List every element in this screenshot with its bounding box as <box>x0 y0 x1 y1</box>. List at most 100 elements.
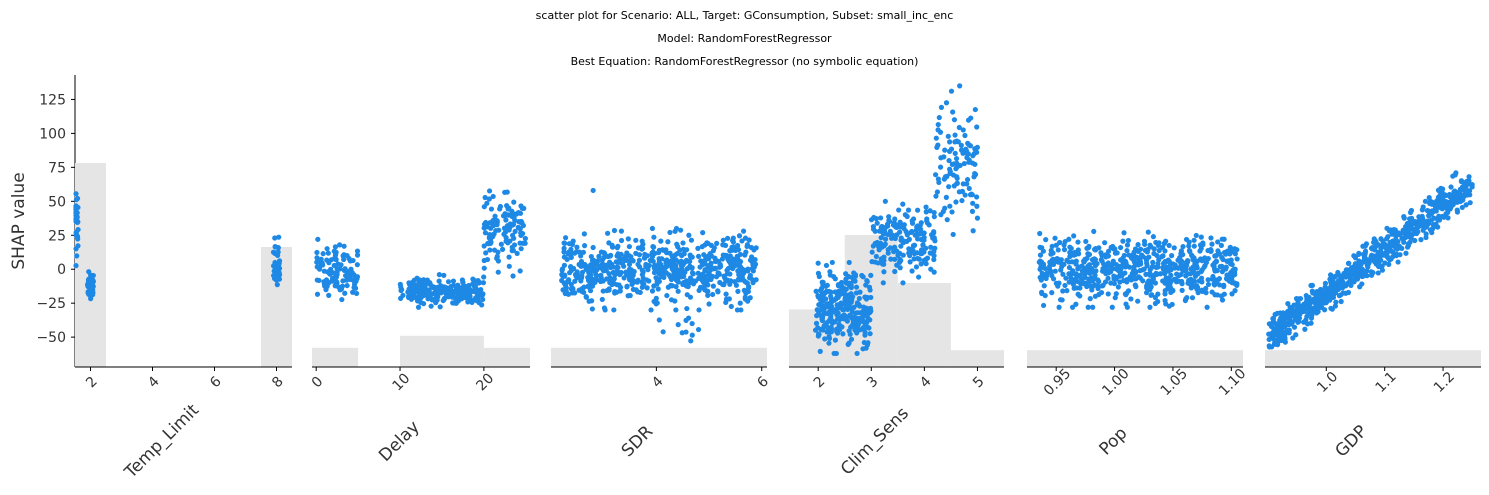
data-point <box>1332 285 1338 291</box>
data-point <box>417 282 423 288</box>
data-point <box>897 219 903 225</box>
data-point <box>842 295 848 301</box>
data-point <box>659 247 666 253</box>
data-point <box>695 253 702 259</box>
data-point <box>1435 224 1441 230</box>
data-point <box>1446 191 1453 198</box>
data-point <box>747 275 753 281</box>
data-point <box>1218 293 1225 299</box>
data-point <box>605 230 611 236</box>
data-point <box>316 277 322 284</box>
data-point <box>1305 296 1312 303</box>
data-point <box>641 281 647 287</box>
data-point <box>633 250 639 256</box>
data-point <box>1180 243 1186 250</box>
data-point <box>1227 274 1233 280</box>
data-point <box>651 234 657 240</box>
data-point <box>1145 229 1151 235</box>
data-point <box>1060 288 1066 294</box>
data-point <box>964 176 971 183</box>
data-point <box>673 263 679 269</box>
data-point <box>1124 279 1130 285</box>
data-point <box>1068 275 1074 281</box>
data-point <box>429 297 435 303</box>
data-point <box>1401 213 1407 220</box>
data-point <box>1313 301 1320 307</box>
data-point <box>644 285 650 291</box>
data-point <box>629 281 635 287</box>
data-point <box>446 294 452 300</box>
data-point <box>314 249 320 256</box>
data-point <box>633 237 639 243</box>
data-point <box>520 230 526 237</box>
data-point <box>702 267 708 273</box>
data-point <box>635 289 641 295</box>
data-point <box>654 300 660 306</box>
data-point <box>1163 238 1169 244</box>
data-point <box>1156 257 1162 263</box>
data-point <box>1050 261 1057 268</box>
data-point <box>682 279 688 285</box>
data-point <box>578 278 584 284</box>
x-axis-title: Delay <box>375 417 424 466</box>
data-point <box>351 281 358 287</box>
data-point <box>874 220 880 226</box>
data-point <box>561 240 567 246</box>
data-point <box>612 289 618 295</box>
data-point <box>630 258 636 264</box>
data-point <box>1380 238 1386 244</box>
data-point <box>470 276 476 282</box>
data-point <box>614 253 620 259</box>
data-point <box>518 246 524 252</box>
data-point <box>1397 252 1403 258</box>
data-point <box>933 135 939 141</box>
data-point <box>972 106 978 113</box>
data-point <box>916 274 922 280</box>
x-tick-label: 1.0 <box>1314 369 1341 396</box>
data-point <box>895 252 901 258</box>
data-point <box>346 255 352 262</box>
data-point <box>515 224 521 230</box>
data-point <box>869 249 875 255</box>
data-point <box>854 350 860 357</box>
data-point <box>326 270 333 276</box>
histogram-bar <box>897 283 951 367</box>
data-point <box>73 191 79 197</box>
panel-delay: 0 10 20 Delay <box>309 188 530 466</box>
data-point <box>1085 251 1091 257</box>
x-tick-label: 5 <box>970 374 988 392</box>
data-point <box>932 245 938 251</box>
data-point <box>1394 246 1401 252</box>
data-point <box>1115 284 1121 290</box>
data-point <box>466 296 472 303</box>
data-point <box>1075 239 1081 245</box>
data-point <box>644 277 650 283</box>
data-point <box>974 144 980 150</box>
data-point <box>626 243 632 250</box>
data-point <box>441 285 447 291</box>
data-point <box>522 240 528 246</box>
data-point <box>1418 237 1424 243</box>
y-tick-label: 125 <box>39 92 66 108</box>
data-point <box>1445 215 1451 221</box>
data-point <box>1407 233 1413 239</box>
data-point <box>668 258 674 264</box>
data-point <box>710 291 716 298</box>
data-point <box>1075 291 1081 297</box>
data-point <box>559 267 565 273</box>
data-point <box>893 224 899 230</box>
data-point <box>667 229 673 236</box>
data-point <box>1200 241 1206 248</box>
data-point <box>488 206 495 212</box>
histogram-bar <box>950 350 1004 367</box>
data-point <box>1187 249 1193 255</box>
data-point <box>678 252 684 258</box>
data-point <box>1315 309 1321 315</box>
data-point <box>956 124 962 131</box>
data-point <box>974 124 980 130</box>
data-point <box>475 278 481 284</box>
data-point <box>889 232 895 238</box>
data-point <box>1451 192 1457 198</box>
data-point <box>1081 258 1087 264</box>
data-point <box>686 232 692 238</box>
